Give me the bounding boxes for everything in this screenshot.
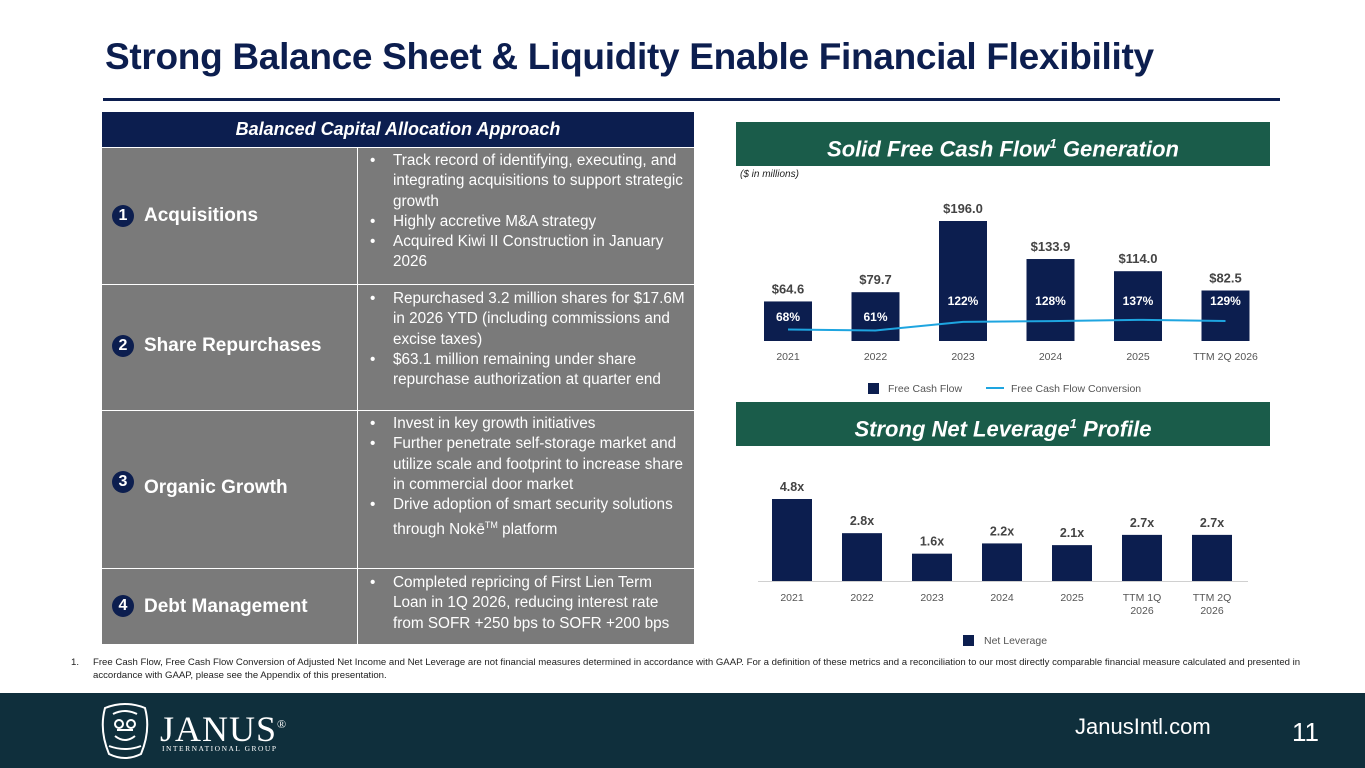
footnote-number: 1. bbox=[71, 657, 80, 668]
fcf-data-label: $64.6 bbox=[772, 281, 805, 296]
fcf-panel-header: Solid Free Cash Flow1 Generation bbox=[736, 122, 1270, 166]
leverage-data-label: 2.7x bbox=[1200, 516, 1224, 530]
fcf-conversion-label: 68% bbox=[776, 310, 800, 324]
bullet-list: Repurchased 3.2 million shares for $17.6… bbox=[368, 289, 688, 390]
leverage-bar bbox=[1052, 545, 1092, 581]
bullet-list: Track record of identifying, executing, … bbox=[368, 151, 688, 273]
capital-allocation-table: Balanced Capital Allocation Approach 1 A… bbox=[102, 112, 694, 644]
leverage-data-label: 1.6x bbox=[920, 535, 944, 549]
fcf-data-label: $114.0 bbox=[1118, 251, 1157, 266]
table-row-share-repurchases: 2 Share Repurchases Repurchased 3.2 mill… bbox=[102, 284, 694, 410]
bullet-list: Invest in key growth initiatives Further… bbox=[368, 414, 688, 541]
bullet-item: Invest in key growth initiatives bbox=[368, 414, 688, 435]
table-row-debt-management: 4 Debt Management Completed repricing of… bbox=[102, 568, 694, 644]
fcf-x-tick: 2022 bbox=[864, 351, 888, 363]
leverage-x-tick: TTM 2Q 2026 bbox=[1193, 592, 1232, 617]
fcf-x-tick: TTM 2Q 2026 bbox=[1193, 351, 1258, 363]
leverage-data-label: 2.7x bbox=[1130, 516, 1154, 530]
number-badge: 3 bbox=[112, 471, 134, 493]
fcf-x-tick: 2021 bbox=[776, 351, 800, 363]
footnote: 1. Free Cash Flow, Free Cash Flow Conver… bbox=[71, 656, 1331, 682]
legend-label-conversion: Free Cash Flow Conversion bbox=[1011, 383, 1141, 395]
legend-label-fcf: Free Cash Flow bbox=[888, 383, 963, 395]
fcf-conversion-label: 137% bbox=[1123, 294, 1154, 308]
page-title: Strong Balance Sheet & Liquidity Enable … bbox=[105, 36, 1154, 77]
leverage-x-tick: 2024 bbox=[990, 592, 1014, 604]
table-row-organic-growth: 3 Organic Growth Invest in key growth in… bbox=[102, 410, 694, 568]
bullet-item: Further penetrate self-storage market an… bbox=[368, 434, 688, 495]
page-number: 11 bbox=[1292, 717, 1319, 747]
brand-wordmark: JANUS® bbox=[160, 709, 288, 749]
leverage-x-tick: 2022 bbox=[850, 592, 874, 604]
legend-swatch-fcf bbox=[868, 383, 879, 394]
fcf-chart: $64.6 68% 2021 $79.7 61% 2022 $196.0 122% 2023 $1… bbox=[764, 201, 1258, 395]
leverage-x-tick: 2023 bbox=[920, 592, 944, 604]
leverage-data-label: 4.8x bbox=[780, 480, 804, 494]
bullet-item: Completed repricing of First Lien Term L… bbox=[368, 573, 688, 634]
bullet-item: Repurchased 3.2 million shares for $17.6… bbox=[368, 289, 688, 350]
janus-logo-icon bbox=[101, 703, 149, 759]
fcf-conversion-label: 129% bbox=[1210, 294, 1241, 308]
fcf-bar bbox=[1114, 271, 1162, 341]
fcf-data-label: $196.0 bbox=[943, 201, 983, 216]
leverage-bar bbox=[842, 533, 882, 581]
fcf-data-label: $79.7 bbox=[859, 272, 892, 287]
leverage-bar bbox=[912, 553, 952, 581]
fcf-x-tick: 2023 bbox=[951, 351, 975, 363]
fcf-bar bbox=[1201, 290, 1250, 341]
leverage-x-tick: 2021 bbox=[780, 592, 804, 604]
fcf-x-tick: 2024 bbox=[1039, 351, 1063, 363]
leverage-data-label: 2.8x bbox=[850, 514, 874, 528]
leverage-bar bbox=[982, 543, 1022, 581]
leverage-data-label: 2.2x bbox=[990, 524, 1014, 538]
fcf-data-label: $82.5 bbox=[1209, 270, 1242, 285]
table-row-acquisitions: 1 Acquisitions Track record of identifyi… bbox=[102, 147, 694, 284]
bullet-item: Drive adoption of smart security solutio… bbox=[368, 495, 688, 541]
bullet-list: Completed repricing of First Lien Term L… bbox=[368, 573, 688, 634]
number-badge: 4 bbox=[112, 595, 134, 617]
legend-label-leverage: Net Leverage bbox=[984, 635, 1047, 647]
leverage-x-tick: 2025 bbox=[1060, 592, 1084, 604]
leverage-bar bbox=[1192, 534, 1232, 581]
row-label: Organic Growth bbox=[144, 477, 288, 498]
bullet-item: Track record of identifying, executing, … bbox=[368, 151, 688, 212]
leverage-x-tick: TTM 1Q 2026 bbox=[1123, 592, 1162, 617]
fcf-data-label: $133.9 bbox=[1031, 239, 1071, 254]
fcf-conversion-line bbox=[787, 318, 1226, 332]
fcf-conversion-label: 128% bbox=[1035, 294, 1066, 308]
website-link[interactable]: JanusIntl.com bbox=[1075, 714, 1211, 739]
number-badge: 1 bbox=[112, 205, 134, 227]
bullet-item: $63.1 million remaining under share repu… bbox=[368, 350, 688, 391]
net-leverage-chart: 4.8x 2021 2.8x 2022 1.6x 2023 2.2x 2024 2.1x 2025… bbox=[758, 480, 1248, 647]
leverage-bar bbox=[772, 499, 812, 581]
leverage-bar bbox=[1122, 534, 1162, 581]
number-badge: 2 bbox=[112, 335, 134, 357]
fcf-bar bbox=[851, 292, 900, 341]
bullet-item: Highly accretive M&A strategy bbox=[368, 212, 688, 233]
row-label: Debt Management bbox=[144, 596, 308, 617]
bullet-item: Acquired Kiwi II Construction in January… bbox=[368, 232, 688, 273]
leverage-data-label: 2.1x bbox=[1060, 526, 1084, 540]
title-divider bbox=[103, 98, 1280, 101]
units-note: ($ in millions) bbox=[740, 169, 799, 180]
trademark-sup: TM bbox=[484, 520, 498, 531]
fcf-conversion-label: 122% bbox=[948, 294, 979, 308]
table-header: Balanced Capital Allocation Approach bbox=[102, 112, 694, 147]
fcf-x-tick: 2025 bbox=[1126, 351, 1150, 363]
fcf-conversion-label: 61% bbox=[863, 310, 887, 324]
fcf-bar bbox=[764, 301, 812, 341]
legend-swatch-leverage bbox=[963, 635, 974, 646]
leverage-panel-header: Strong Net Leverage1 Profile bbox=[736, 402, 1270, 446]
brand-subtitle: INTERNATIONAL GROUP bbox=[162, 744, 278, 753]
fcf-bar bbox=[1026, 259, 1075, 341]
row-label: Share Repurchases bbox=[144, 335, 322, 356]
row-label: Acquisitions bbox=[144, 205, 259, 226]
footnote-text: Free Cash Flow, Free Cash Flow Conversio… bbox=[93, 657, 1301, 681]
footer-bar bbox=[0, 693, 1365, 768]
